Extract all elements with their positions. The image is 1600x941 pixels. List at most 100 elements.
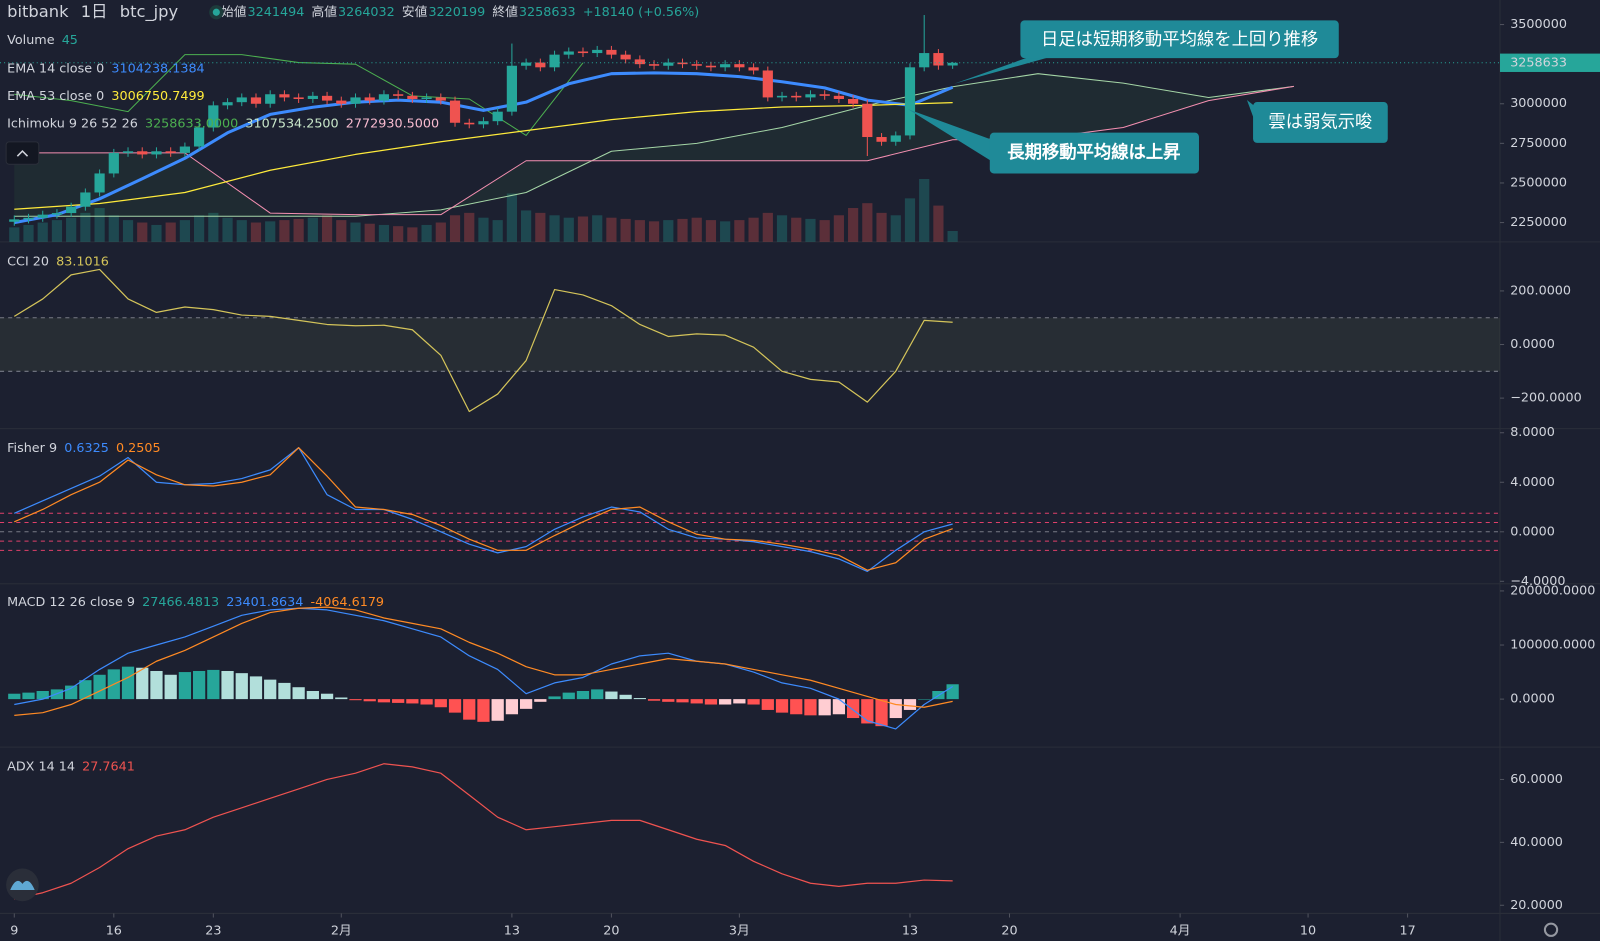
candle-body [464, 122, 475, 125]
annotations: 日足は短期移動平均線を上回り推移 長期移動平均線は上昇 雲は弱気示唆 [908, 20, 1388, 174]
histogram-bar [136, 667, 149, 700]
callout-box [1020, 20, 1339, 59]
histogram-bar [477, 699, 490, 722]
legend-name: EMA 53 close 0 [7, 88, 104, 103]
histogram-bar [747, 699, 760, 705]
volume-bar [336, 220, 347, 242]
candle-body [492, 111, 503, 122]
legend-value: 27.7641 [82, 759, 135, 774]
callout-pointer [908, 109, 995, 164]
candle-body [208, 105, 219, 128]
y-tick-label: 8.0000 [1510, 425, 1555, 440]
volume-bar [66, 217, 77, 242]
callout-box [989, 132, 1199, 174]
candle-body [819, 94, 830, 96]
volume-bar [606, 217, 617, 242]
candle-body [194, 127, 205, 147]
histogram-bar [818, 699, 831, 716]
volume-bar [577, 216, 589, 242]
candle-body [80, 192, 91, 207]
histogram-bar [576, 691, 590, 700]
candle-body [677, 62, 688, 65]
volume-bar [23, 224, 34, 242]
volume-bar [179, 220, 190, 242]
volume-bar [492, 220, 503, 242]
volume-bar [435, 222, 446, 242]
histogram-bar [633, 698, 646, 700]
volume-bar [634, 220, 645, 242]
y-tick-label: 2250000 [1510, 215, 1567, 230]
candle-body [122, 151, 134, 153]
candle-body [51, 213, 63, 215]
volume-bar [947, 230, 958, 242]
volume-bar [563, 217, 574, 242]
collapse-button[interactable] [5, 141, 40, 165]
histogram-bar [548, 696, 561, 700]
histogram-bar [733, 699, 746, 704]
y-tick-label: 100000.0000 [1510, 638, 1595, 653]
histogram-bar [278, 682, 291, 700]
candle-body [449, 100, 461, 123]
candle-body [748, 67, 759, 71]
histogram-bar [420, 699, 433, 705]
candle-body [521, 62, 532, 66]
x-tick-label: 23 [205, 923, 221, 938]
volume-bar [321, 215, 333, 242]
candle-body [634, 59, 645, 65]
y-tick-label: −4.0000 [1510, 574, 1565, 589]
legend-name: Ichimoku 9 26 52 26 [7, 116, 138, 131]
macd-line [14, 606, 953, 716]
candle-body [222, 102, 233, 106]
x-tick-label: 20 [603, 923, 619, 938]
macd-line [14, 607, 953, 730]
y-tick-label: 3500000 [1510, 17, 1567, 32]
volume-bar [592, 215, 603, 242]
x-tick-label: 2月 [331, 923, 352, 938]
volume-bar [151, 224, 162, 242]
y-tick-label: 3000000 [1510, 96, 1567, 111]
legend-name: Fisher 9 [7, 441, 57, 456]
histogram-bar [761, 699, 774, 710]
volume-bar [108, 215, 119, 242]
legend-value: 0.2505 [116, 441, 161, 456]
volume-bar [393, 226, 404, 242]
histogram-bar [662, 699, 675, 702]
histogram-bar [804, 699, 817, 716]
callout-box [1253, 102, 1388, 143]
candle-body [179, 146, 190, 153]
histogram-bar [434, 699, 447, 708]
last-price-tag [1500, 53, 1600, 72]
y-tick-label: 2500000 [1510, 175, 1567, 190]
volume-bar [194, 215, 205, 242]
volume-bar [250, 222, 262, 242]
volume-bar [819, 220, 830, 242]
histogram-bar [448, 699, 462, 713]
histogram-bar [221, 670, 234, 700]
histogram-bar [335, 697, 348, 700]
candle-body [336, 100, 347, 104]
volume-bar [848, 208, 859, 242]
settings-button[interactable] [1543, 922, 1559, 937]
candle-body [791, 95, 802, 98]
legend: MACD 12 26 close 9 27466.4813 23401.8634 -4… [7, 595, 384, 610]
x-tick-label: 20 [1001, 923, 1017, 938]
candle-body [762, 70, 773, 98]
histogram-bar [406, 699, 419, 704]
histogram-bar [463, 699, 476, 720]
histogram-bar [121, 666, 135, 700]
volume-bar [876, 212, 887, 242]
histogram-bar [150, 670, 163, 700]
volume-bar [833, 215, 844, 242]
volume-bar [734, 220, 745, 242]
histogram-bar [207, 669, 220, 700]
volume-bar [378, 224, 390, 242]
volume-bar [776, 215, 788, 242]
volume-bar [705, 220, 717, 242]
volume-bar [293, 218, 304, 242]
symbol: btc_jpy [120, 2, 179, 22]
candle-body [691, 64, 702, 66]
legend: EMA 14 close 0 3104238.1384 [7, 61, 205, 76]
histogram-bar [320, 693, 334, 700]
x-tick-label: 4月 [1170, 923, 1191, 938]
